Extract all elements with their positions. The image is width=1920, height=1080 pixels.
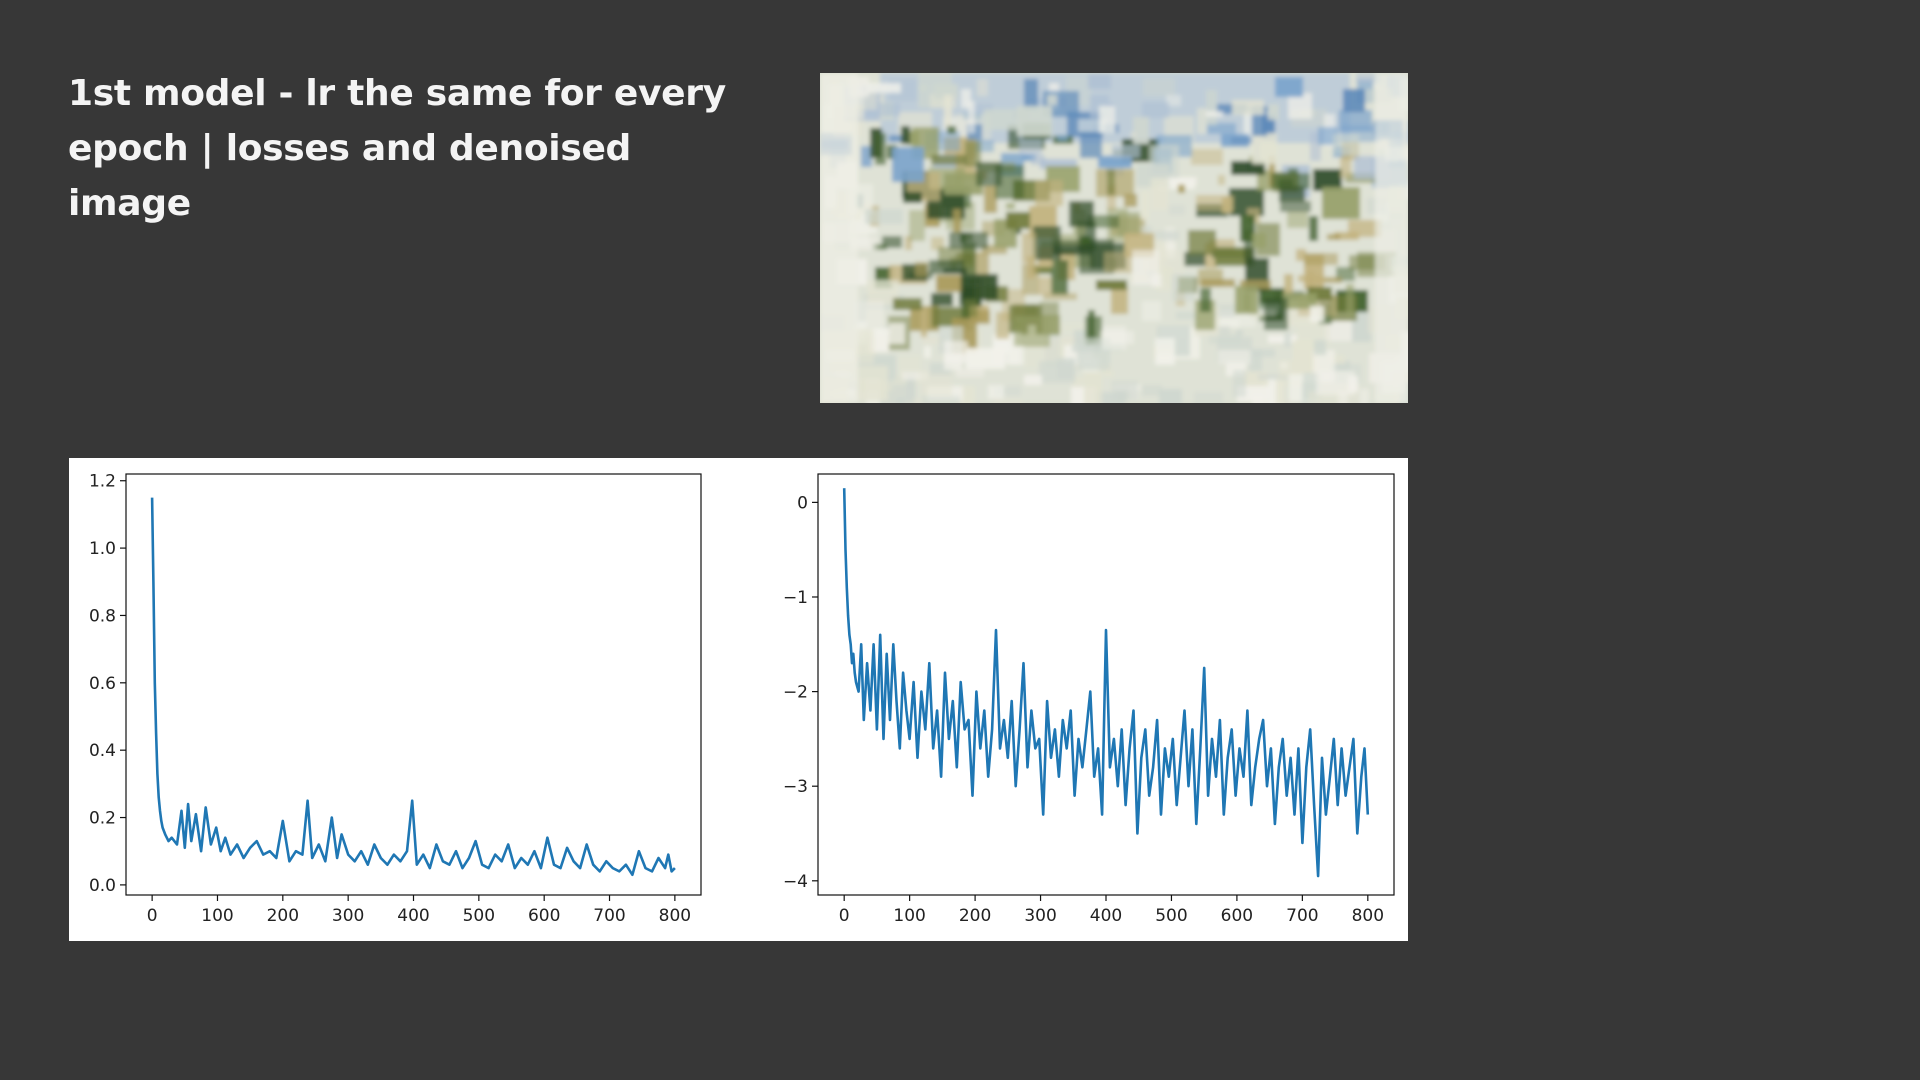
x-tick-label: 300 [1024,906,1056,926]
y-tick-label: 0.6 [89,674,116,694]
x-tick-label: 500 [1155,906,1187,926]
denoised-image-content [820,73,1408,403]
x-tick-label: 0 [839,906,850,926]
x-tick-label: 0 [147,906,158,926]
loss-plots: 0 100 200 300 400 500 600 700 800 0.0 0.2 0.4 0.6 0.8… [89,472,1395,926]
y-tick-label: 0.0 [89,876,116,896]
plots-panel: 0 100 200 300 400 500 600 700 800 0.0 0.2 0.4 0.6 0.8… [69,458,1408,941]
x-tick-label: 400 [397,906,429,926]
y-tick-label: −2 [783,683,808,703]
x-tick-label: 700 [1286,906,1318,926]
y-tick-label: 1.2 [89,472,116,492]
x-tick-label: 600 [1221,906,1253,926]
y-tick-label: 1.0 [89,539,116,559]
loss-plot-2: 0 100 200 300 400 500 600 700 800 0 −1 −2 −3 −4 [783,473,1395,926]
loss-plot-1: 0 100 200 300 400 500 600 700 800 0.0 0.2 0.4 0.6 0.8… [89,472,702,926]
slide-title-line-3: image [68,183,191,224]
y-tick-label: −1 [783,588,808,608]
x-tick-label: 400 [1090,906,1122,926]
slide-title-line-1: 1st model - lr the same for every [68,73,726,114]
x-tick-label: 200 [267,906,299,926]
slide-title-line-2: epoch | losses and denoised [68,128,632,169]
denoised-image-canvas [820,73,1408,403]
x-tick-label: 100 [893,906,925,926]
y-tick-label: 0.4 [89,741,116,761]
x-tick-label: 800 [1352,906,1384,926]
slide-title: 1st model - lr the same for every epoch … [68,66,726,231]
x-tick-label: 800 [659,906,691,926]
y-tick-label: −4 [783,872,808,892]
x-tick-label: 700 [593,906,625,926]
x-tick-label: 200 [959,906,991,926]
y-tick-label: 0.2 [89,809,116,829]
loss-plot-1-series-line [150,497,676,877]
x-tick-label: 600 [528,906,560,926]
x-tick-label: 300 [332,906,364,926]
y-tick-label: 0.8 [89,606,116,626]
loss-plot-2-series-line [842,488,1370,878]
y-tick-label: 0 [797,493,808,513]
x-tick-label: 100 [201,906,233,926]
x-tick-label: 500 [463,906,495,926]
y-tick-label: −3 [783,777,808,797]
denoised-image [820,73,1408,403]
